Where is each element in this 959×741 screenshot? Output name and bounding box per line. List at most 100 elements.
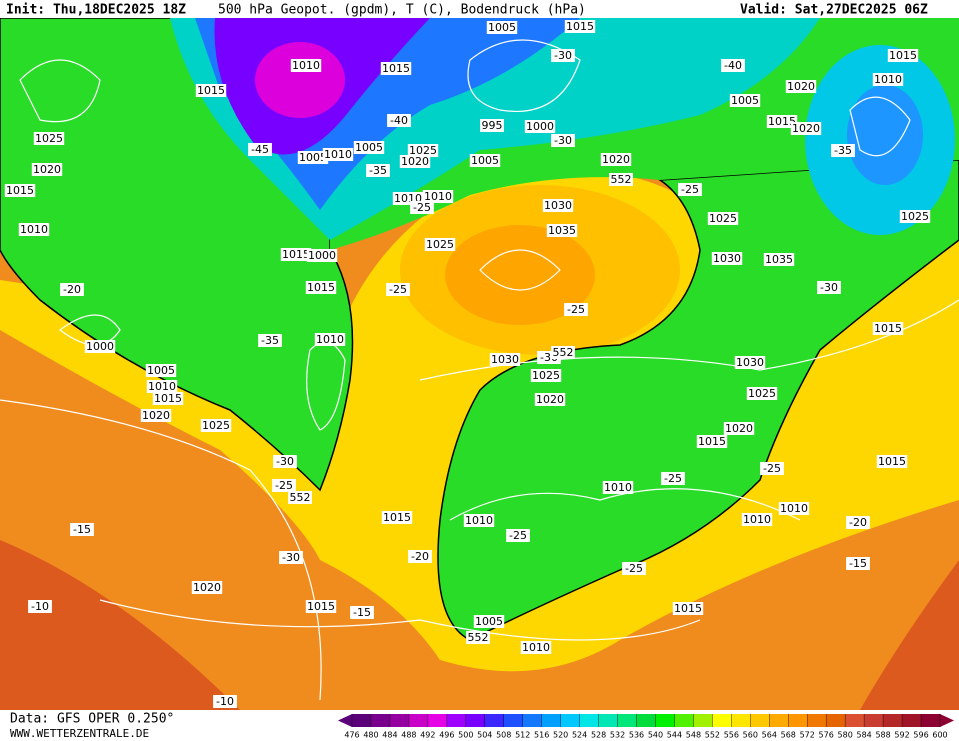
label-box xyxy=(322,148,354,161)
label-box xyxy=(817,281,841,294)
colorbar: 476 480 484 488 492 496 500 504 508 512 516 520 524 5… xyxy=(338,714,954,740)
map-label: -40 xyxy=(390,114,408,127)
colorbar-label: 540 xyxy=(648,731,663,740)
isobar xyxy=(479,249,561,291)
colorbar-cell xyxy=(883,714,903,727)
label-box xyxy=(408,550,432,563)
colorbar-label: 536 xyxy=(629,731,644,740)
label-box xyxy=(846,557,870,570)
label-box xyxy=(760,462,784,475)
label-box xyxy=(486,21,518,34)
label-box xyxy=(145,364,177,377)
label-box xyxy=(899,210,931,223)
label-box xyxy=(551,346,575,359)
colorbar-cell xyxy=(826,714,846,727)
map-label: -35 xyxy=(261,334,279,347)
map-label: -25 xyxy=(413,201,431,214)
colorbar-label: 496 xyxy=(439,731,454,740)
isobar xyxy=(0,399,322,701)
colorbar-cell xyxy=(427,714,448,727)
map-label: 1020 xyxy=(401,155,429,168)
map-label: 1025 xyxy=(901,210,929,223)
label-box xyxy=(280,248,312,261)
label-box xyxy=(678,183,702,196)
colorbar-arrow xyxy=(940,714,954,727)
map-label: 552 xyxy=(290,491,311,504)
map-label: -25 xyxy=(567,303,585,316)
colorbar-cell xyxy=(845,714,865,727)
map-label: 1010 xyxy=(874,73,902,86)
isobar xyxy=(58,314,121,346)
colorbar-label: 520 xyxy=(553,731,568,740)
label-box xyxy=(542,199,574,212)
label-box xyxy=(60,283,84,296)
colorbar-cell xyxy=(389,714,410,727)
colorbar-cell xyxy=(617,714,638,727)
map-label: 1005 xyxy=(488,21,516,34)
colorbar-label: 568 xyxy=(781,731,796,740)
map-label: -20 xyxy=(849,516,867,529)
label-box xyxy=(469,154,501,167)
map-label: 1030 xyxy=(544,199,572,212)
map-label: -25 xyxy=(275,479,293,492)
map-label: 1015 xyxy=(197,84,225,97)
colorbar-label: 600 xyxy=(932,731,947,740)
map-label: 1020 xyxy=(33,163,61,176)
label-box xyxy=(366,164,390,177)
map-label: 1015 xyxy=(307,600,335,613)
map-label: 1015 xyxy=(768,115,796,128)
map-label: 1015 xyxy=(698,435,726,448)
label-box xyxy=(846,516,870,529)
colorbar-cell xyxy=(484,714,505,727)
label-box xyxy=(600,153,632,166)
label-box xyxy=(872,322,904,335)
label-box xyxy=(195,84,227,97)
colorbar-cell xyxy=(598,714,619,727)
field xyxy=(847,85,923,185)
colorbar-cell xyxy=(712,714,732,727)
label-box xyxy=(306,249,338,262)
map-label: 1010 xyxy=(522,641,550,654)
colorbar-label: 556 xyxy=(724,731,739,740)
label-box xyxy=(386,283,410,296)
map-label: -20 xyxy=(411,550,429,563)
map-label: 1015 xyxy=(154,392,182,405)
colorbar-cell xyxy=(636,714,656,727)
label-box xyxy=(350,606,374,619)
colorbar-label: 560 xyxy=(743,731,758,740)
chart-title: 500 hPa Geopot. (gpdm), T (C), Bodendruc… xyxy=(218,3,586,18)
isobar xyxy=(99,599,701,641)
map-label: -15 xyxy=(73,523,91,536)
colorbar-label: 532 xyxy=(610,731,625,740)
label-box xyxy=(314,333,346,346)
map-label: 1015 xyxy=(6,184,34,197)
map-label: 1015 xyxy=(889,49,917,62)
colorbar-cell xyxy=(750,714,770,727)
label-box xyxy=(288,491,312,504)
label-box xyxy=(407,144,439,157)
label-box xyxy=(707,212,739,225)
label-box xyxy=(70,523,94,536)
map-label: 1005 xyxy=(471,154,499,167)
label-box xyxy=(18,223,50,236)
map-label: 1010 xyxy=(743,513,771,526)
map-label: 1015 xyxy=(874,322,902,335)
init-time: Init: Thu,18DEC2025 18Z xyxy=(6,3,186,18)
colorbar-cell xyxy=(864,714,884,727)
colorbar-label: 500 xyxy=(458,731,473,740)
colorbar-cell xyxy=(769,714,789,727)
map-label: 1015 xyxy=(307,281,335,294)
label-box xyxy=(520,641,552,654)
label-box xyxy=(766,115,798,128)
label-box xyxy=(290,59,322,72)
label-box xyxy=(387,114,411,127)
colorbar-label: 480 xyxy=(363,731,378,740)
field xyxy=(437,159,959,641)
map-label: 1010 xyxy=(324,148,352,161)
colorbar-label: 528 xyxy=(591,731,606,740)
colorbar-cell xyxy=(370,714,391,727)
colorbar-label: 524 xyxy=(572,731,587,740)
label-box xyxy=(831,144,855,157)
